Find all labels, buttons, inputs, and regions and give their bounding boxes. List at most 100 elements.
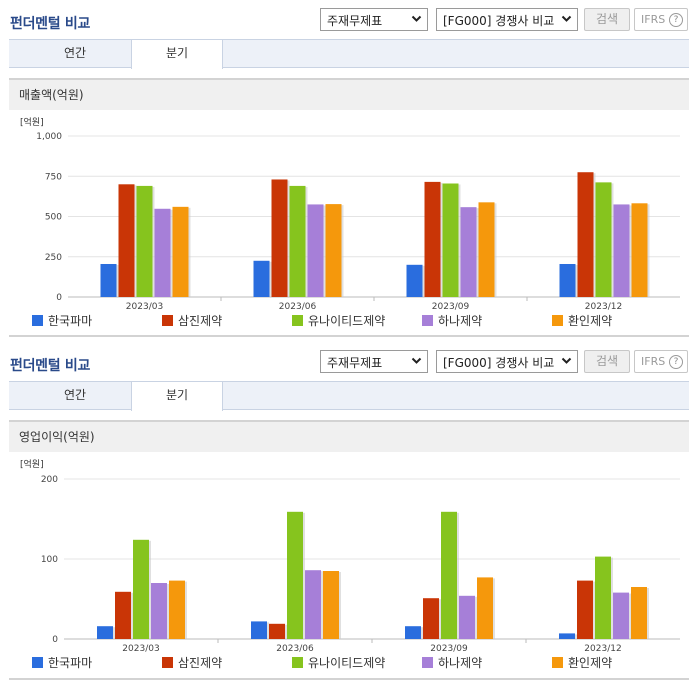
compare-select-value: [FG000] 경쟁사 비교 <box>443 356 555 370</box>
bar[interactable] <box>151 583 167 639</box>
legend-label: 삼진제약 <box>178 314 223 328</box>
chevron-down-icon <box>411 357 422 364</box>
bar[interactable] <box>115 591 131 639</box>
legend-label: 환인제약 <box>568 314 613 328</box>
ifrs-label: IFRS <box>641 13 666 26</box>
search-button[interactable]: 검색 <box>584 8 630 31</box>
y-tick-label: 200 <box>41 475 58 485</box>
bar[interactable] <box>118 184 135 297</box>
bar[interactable] <box>442 183 459 297</box>
bar[interactable] <box>289 185 306 297</box>
legend-swatch <box>162 657 173 668</box>
legend-item[interactable]: 하나제약 <box>422 313 482 329</box>
bar[interactable] <box>133 539 149 639</box>
tab-annual[interactable]: 연간 <box>63 46 87 60</box>
bar[interactable] <box>577 580 593 639</box>
statement-select-value: 주재무제표 <box>327 356 383 370</box>
bar[interactable] <box>325 204 342 297</box>
bar[interactable] <box>251 621 267 639</box>
chevron-down-icon <box>411 15 422 22</box>
legend-label: 한국파마 <box>48 314 93 328</box>
bar[interactable] <box>460 207 477 297</box>
bar[interactable] <box>323 571 339 639</box>
legend-label: 환인제약 <box>568 656 613 670</box>
statement-select[interactable]: 주재무제표 <box>320 8 428 31</box>
bar[interactable] <box>631 203 648 297</box>
legend-item[interactable]: 유나이티드제약 <box>292 313 385 329</box>
panel-header: 펀더멘털 비교 주재무제표 [FG000] 경쟁사 비교 검색 IFRS ? <box>0 342 696 380</box>
bar[interactable] <box>287 511 303 639</box>
x-tick-label: 2023/09 <box>430 644 468 654</box>
operating-profit-bar-chart: [억원] 0 100 200 2023/03 2023/06 2023/09 2023/12 <box>20 458 680 654</box>
legend-item[interactable]: 환인제약 <box>552 313 612 329</box>
ifrs-button[interactable]: IFRS ? <box>634 350 688 373</box>
bar[interactable] <box>423 598 439 639</box>
legend-swatch <box>292 657 303 668</box>
bar[interactable] <box>305 570 321 639</box>
y-axis-unit: [억원] <box>20 116 44 128</box>
bar[interactable] <box>559 263 576 297</box>
divider <box>9 678 689 680</box>
legend-item[interactable]: 삼진제약 <box>162 313 222 329</box>
tab-quarterly[interactable]: 분기 <box>131 382 223 411</box>
bar[interactable] <box>100 263 117 297</box>
legend-label: 하나제약 <box>438 656 483 670</box>
compare-select[interactable]: [FG000] 경쟁사 비교 <box>436 8 578 31</box>
bar[interactable] <box>154 208 171 297</box>
legend-swatch <box>422 657 433 668</box>
bar[interactable] <box>405 626 421 639</box>
bar[interactable] <box>269 623 285 639</box>
x-tick-label: 2023/03 <box>126 302 163 312</box>
x-tick-label: 2023/06 <box>276 644 314 654</box>
chart-header: 매출액(억원) <box>9 78 689 110</box>
revenue-bar-chart: [억원] 0 250 500 750 1,000 2023/03 2023/06 2023/09… <box>20 116 680 312</box>
bar[interactable] <box>613 592 629 639</box>
help-icon[interactable]: ? <box>669 355 683 369</box>
legend-item[interactable]: 삼진제약 <box>162 655 222 671</box>
bar[interactable] <box>169 580 185 639</box>
bar[interactable] <box>477 577 493 639</box>
statement-select-value: 주재무제표 <box>327 14 383 28</box>
bar[interactable] <box>441 511 457 639</box>
y-tick-label: 100 <box>41 555 58 565</box>
legend-swatch <box>292 315 303 326</box>
statement-select[interactable]: 주재무제표 <box>320 350 428 373</box>
section-title: 펀더멘털 비교 <box>10 358 91 374</box>
help-icon[interactable]: ? <box>669 13 683 27</box>
bar[interactable] <box>631 587 647 639</box>
tab-quarterly[interactable]: 분기 <box>131 40 223 69</box>
bar[interactable] <box>253 260 270 297</box>
bar[interactable] <box>136 185 153 297</box>
bar[interactable] <box>406 264 423 297</box>
bar[interactable] <box>459 595 475 639</box>
bar[interactable] <box>307 204 324 297</box>
tab-annual[interactable]: 연간 <box>63 388 87 402</box>
legend-swatch <box>552 657 563 668</box>
bar[interactable] <box>559 633 575 639</box>
compare-select[interactable]: [FG000] 경쟁사 비교 <box>436 350 578 373</box>
x-tick-label: 2023/12 <box>585 302 622 312</box>
bar[interactable] <box>595 556 611 639</box>
legend-item[interactable]: 하나제약 <box>422 655 482 671</box>
bar[interactable] <box>424 181 441 297</box>
bar[interactable] <box>613 204 630 297</box>
bar[interactable] <box>172 206 189 297</box>
legend-label: 한국파마 <box>48 656 93 670</box>
bar[interactable] <box>595 182 612 297</box>
bar[interactable] <box>478 202 495 297</box>
legend-swatch <box>32 657 43 668</box>
legend-swatch <box>552 315 563 326</box>
x-tick-label: 2023/09 <box>432 302 470 312</box>
x-tick-label: 2023/06 <box>279 302 317 312</box>
bar[interactable] <box>271 179 288 297</box>
ifrs-button[interactable]: IFRS ? <box>634 8 688 31</box>
legend-item[interactable]: 유나이티드제약 <box>292 655 385 671</box>
bar[interactable] <box>577 172 594 297</box>
legend-item[interactable]: 한국파마 <box>32 655 92 671</box>
search-button[interactable]: 검색 <box>584 350 630 373</box>
bar[interactable] <box>97 626 113 639</box>
legend-label: 유나이티드제약 <box>308 314 386 328</box>
legend-item[interactable]: 한국파마 <box>32 313 92 329</box>
x-tick-label: 2023/03 <box>122 644 159 654</box>
legend-item[interactable]: 환인제약 <box>552 655 612 671</box>
